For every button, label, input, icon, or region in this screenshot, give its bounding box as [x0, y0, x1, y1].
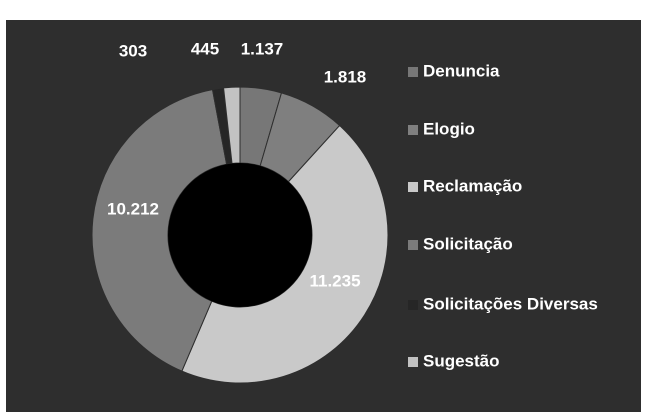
- legend-swatch: [408, 125, 418, 135]
- data-label: 1.818: [324, 67, 367, 86]
- data-label: 10.212: [107, 199, 159, 218]
- legend-label: Solicitação: [423, 234, 513, 253]
- legend-swatch: [408, 300, 418, 310]
- data-label: 445: [191, 39, 219, 58]
- legend-label: Solicitações Diversas: [423, 294, 598, 313]
- donut-hole: [168, 163, 312, 307]
- legend-swatch: [408, 182, 418, 192]
- data-label: 11.235: [309, 271, 360, 290]
- legend-label: Denuncia: [423, 61, 500, 80]
- legend-label: Reclamação: [423, 176, 522, 195]
- legend-swatch: [408, 240, 418, 250]
- legend-label: Sugestão: [423, 351, 500, 370]
- data-label: 303: [119, 41, 147, 60]
- legend-label: Elogio: [423, 119, 475, 138]
- legend-swatch: [408, 357, 418, 367]
- legend-swatch: [408, 67, 418, 77]
- data-label: 1.137: [241, 39, 284, 58]
